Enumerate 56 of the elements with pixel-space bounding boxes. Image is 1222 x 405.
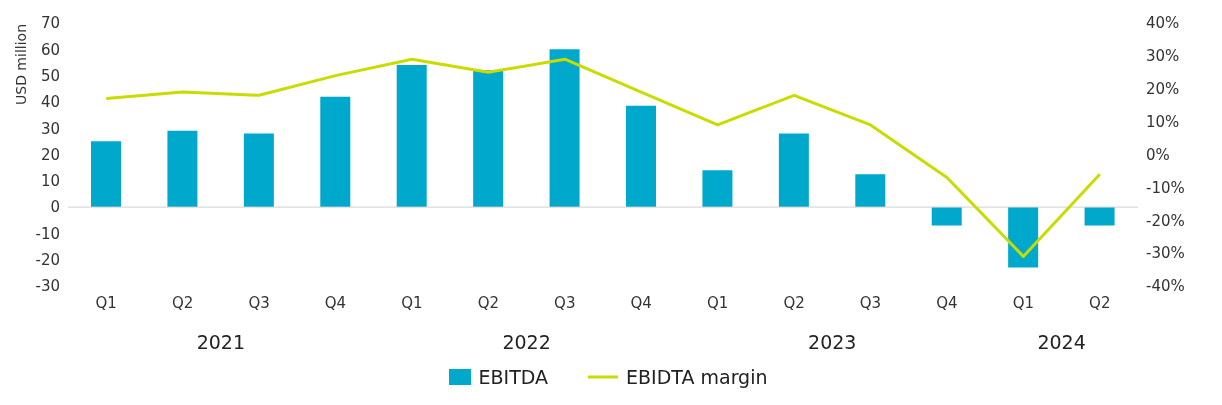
x-tick-label: Q4	[324, 294, 347, 312]
y-tick-label: 60	[40, 40, 60, 59]
x-tick-label: Q1	[1012, 294, 1035, 312]
text: 2024	[1037, 331, 1086, 353]
y2-tick-label: -10%	[1146, 178, 1185, 197]
x-tick-label: Q3	[554, 294, 576, 312]
bar	[855, 174, 886, 208]
x-tick-label: Q1	[706, 294, 729, 312]
x-tick-label: Q3	[248, 294, 270, 312]
bar	[549, 49, 580, 208]
y-tick-label: -20	[35, 251, 60, 270]
text: 2023	[808, 331, 857, 353]
y-axis-title: USD million	[12, 24, 29, 105]
x-tick-label: Q4	[936, 294, 958, 312]
y-tick-label: 40	[40, 93, 60, 112]
y-tick-label: 70	[40, 14, 60, 33]
bar	[91, 141, 121, 208]
y2-tick-label: 0%	[1146, 145, 1170, 164]
x-tick-label: Q2	[1089, 294, 1111, 312]
y2-tick-label: 10%	[1146, 112, 1180, 131]
x-tick-label: Q1	[95, 294, 117, 312]
y2-tick-label: 40%	[1146, 14, 1180, 33]
bar	[1084, 207, 1115, 226]
bar	[1008, 207, 1039, 268]
x-tick-label: Q2	[171, 294, 194, 312]
y2-tick-label: -30%	[1146, 244, 1185, 263]
text: 2022	[502, 331, 551, 353]
x-tick-label: Q2	[477, 294, 500, 312]
text: 2021	[196, 331, 246, 353]
x-tick-label: Q2	[783, 294, 805, 312]
x-tick-label: Q1	[401, 294, 423, 312]
y-tick-label: 20	[40, 145, 60, 164]
y2-tick-label: 30%	[1146, 47, 1180, 66]
bar	[473, 70, 504, 208]
bar	[167, 130, 198, 208]
bar	[778, 133, 809, 208]
bar	[626, 105, 656, 208]
y-tick-label: 0	[50, 198, 60, 217]
y-tick-label: -30	[35, 277, 60, 296]
bar	[320, 96, 351, 208]
y-tick-label: 50	[40, 66, 60, 85]
x-tick-label: Q3	[859, 294, 882, 312]
bar	[702, 170, 733, 208]
y2-tick-label: -20%	[1146, 211, 1185, 230]
y-tick-label: -10	[35, 224, 60, 243]
bar	[243, 133, 274, 208]
y-tick-label: 10	[40, 172, 60, 191]
x-tick-label: Q4	[630, 294, 652, 312]
legend-label: EBIDTA margin	[625, 366, 768, 388]
line-series	[104, 57, 1102, 258]
bar	[931, 207, 962, 226]
y2-tick-label: -40%	[1146, 277, 1185, 296]
y2-tick-label: 20%	[1146, 80, 1180, 99]
legend-label: EBITDA	[477, 366, 549, 388]
y-tick-label: 30	[40, 119, 60, 138]
bar	[396, 65, 427, 208]
